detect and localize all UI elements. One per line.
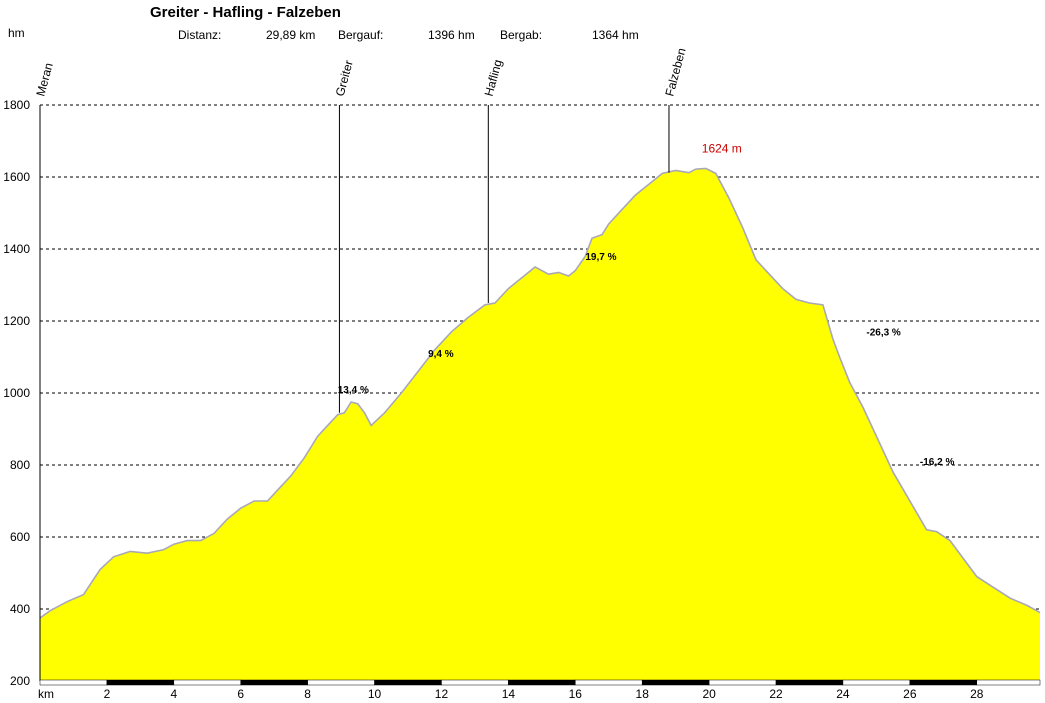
waypoint-label: Greiter	[333, 59, 356, 98]
x-axis-segment	[106, 679, 175, 686]
waypoint-label: Falzeben	[662, 46, 688, 97]
x-tick-label: 24	[836, 687, 850, 701]
x-axis-segment	[441, 679, 509, 686]
gradient-label: 9,4 %	[428, 349, 454, 360]
ascent-value: 1396 hm	[428, 28, 475, 42]
distance-value: 29,89 km	[266, 28, 316, 42]
x-axis-segment	[775, 679, 844, 686]
y-tick-label: 1400	[3, 242, 30, 256]
waypoint-label: Meran	[33, 61, 55, 97]
x-tick-label: 8	[304, 687, 311, 701]
x-axis-segment	[173, 679, 241, 686]
x-axis-segment	[842, 679, 911, 686]
elevation-area	[40, 168, 1040, 681]
x-tick-label: 6	[237, 687, 244, 701]
y-axis-unit-label: hm	[8, 26, 25, 40]
y-tick-label: 600	[10, 530, 30, 544]
descent-value: 1364 hm	[592, 28, 639, 42]
x-axis-segment	[909, 679, 978, 686]
gradient-label: -26,3 %	[866, 327, 901, 338]
gradient-label: 19,7 %	[585, 252, 616, 263]
elevation-line	[39, 167, 1041, 619]
chart-title: Greiter - Hafling - Falzeben	[150, 4, 341, 21]
y-tick-label: 200	[10, 674, 30, 688]
x-axis-segment	[708, 679, 777, 686]
x-tick-label: 20	[702, 687, 716, 701]
x-tick-label: 12	[435, 687, 449, 701]
x-axis-segment	[307, 679, 375, 686]
x-tick-label: 2	[104, 687, 111, 701]
x-tick-label: 14	[502, 687, 516, 701]
x-tick-label: 26	[903, 687, 917, 701]
gradient-label: 13,4 %	[338, 385, 369, 396]
descent-label: Bergab:	[500, 28, 543, 42]
y-tick-label: 1800	[3, 98, 30, 112]
x-axis-segment	[508, 679, 576, 686]
y-tick-label: 400	[10, 602, 30, 616]
x-axis-segment	[976, 679, 1041, 686]
x-tick-label: 10	[368, 687, 382, 701]
x-axis-segment	[39, 679, 108, 686]
x-axis-segment	[575, 679, 643, 686]
y-tick-label: 1200	[3, 314, 30, 328]
max-elevation-label: 1624 m	[702, 141, 742, 155]
distance-label: Distanz:	[178, 28, 222, 42]
x-tick-label: 22	[769, 687, 783, 701]
x-tick-label: 28	[970, 687, 984, 701]
ascent-label: Bergauf:	[338, 28, 384, 42]
x-tick-label: 18	[636, 687, 650, 701]
y-tick-label: 1600	[3, 170, 30, 184]
x-tick-label: 4	[170, 687, 177, 701]
gradient-label: -16,2 %	[920, 457, 955, 468]
y-tick-label: 800	[10, 458, 30, 472]
x-axis-segment	[240, 679, 308, 686]
x-axis-unit-label: km	[38, 687, 54, 701]
x-tick-label: 16	[569, 687, 583, 701]
y-tick-label: 1000	[3, 386, 30, 400]
waypoint-label: Hafling	[482, 58, 505, 98]
x-axis-segment	[374, 679, 442, 686]
x-axis-segment	[641, 679, 710, 686]
